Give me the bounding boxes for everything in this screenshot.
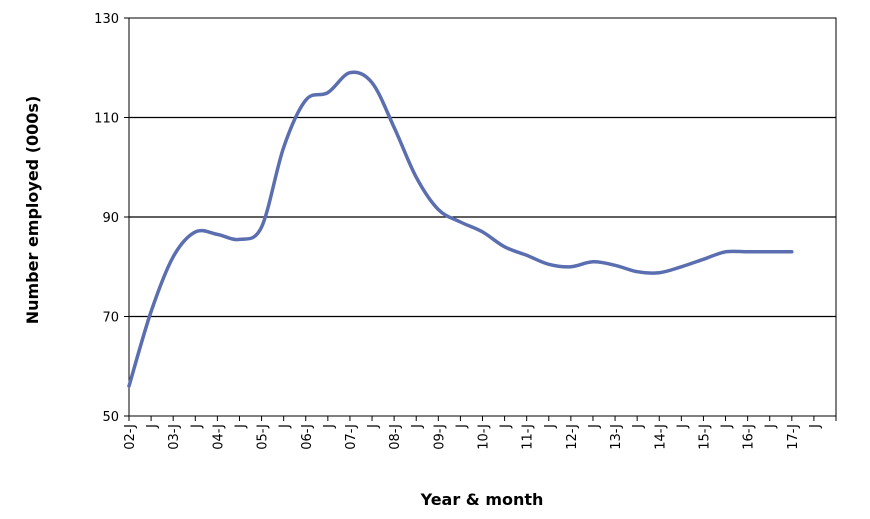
y-axis-ticks: 50 70 90 110 130 <box>94 12 129 425</box>
x-tick-label: 08-J <box>388 424 403 450</box>
x-tick-label: J <box>675 424 690 429</box>
x-tick-label: 10-J <box>477 424 492 450</box>
x-tick-label: J <box>366 424 381 429</box>
x-axis-title: Year & month <box>420 490 544 509</box>
x-tick-label: J <box>543 424 558 429</box>
x-tick-label: 09-J <box>432 424 447 450</box>
x-tick-label: J <box>454 424 469 429</box>
x-tick-label: J <box>720 424 735 429</box>
x-tick-label: 04-J <box>211 424 226 450</box>
x-tick-label: J <box>278 424 293 429</box>
y-tick-label: 50 <box>102 410 119 425</box>
y-axis-title: Number employed (000s) <box>23 96 42 325</box>
x-tick-label: 17-J <box>786 424 801 450</box>
x-tick-label: J <box>322 424 337 429</box>
x-tick-label: 06-J <box>300 424 315 450</box>
x-tick-label: 11-J <box>521 424 536 450</box>
x-tick-label: J <box>764 424 779 429</box>
x-axis-ticks: 02-J J 03-J J 04-J J 05-J J 06-J J 07-J J 08-J J 09-J J… <box>123 416 837 450</box>
series-line <box>127 70 794 388</box>
x-tick-label: 14-J <box>653 424 668 450</box>
y-tick-label: 110 <box>94 112 119 127</box>
x-tick-label: J <box>587 424 602 429</box>
x-tick-label: 13-J <box>609 424 624 450</box>
x-tick-label: 02-J <box>123 424 138 450</box>
x-tick-label: J <box>631 424 646 429</box>
y-tick-label: 90 <box>102 211 119 226</box>
x-tick-label: J <box>410 424 425 429</box>
x-tick-label: 03-J <box>167 424 182 450</box>
y-tick-label: 70 <box>102 311 119 326</box>
x-tick-label: 16-J <box>742 424 757 450</box>
x-tick-label: J <box>145 424 160 429</box>
gridlines <box>129 116 836 318</box>
x-tick-label: 05-J <box>256 424 271 450</box>
x-tick-label: J <box>499 424 514 429</box>
x-tick-label: J <box>808 424 823 429</box>
y-tick-label: 130 <box>94 12 119 27</box>
x-tick-label: 12-J <box>565 424 580 450</box>
x-tick-label: 15-J <box>697 424 712 450</box>
x-tick-label: J <box>189 424 204 429</box>
x-tick-label: J <box>233 424 248 429</box>
x-tick-label: 07-J <box>344 424 359 450</box>
